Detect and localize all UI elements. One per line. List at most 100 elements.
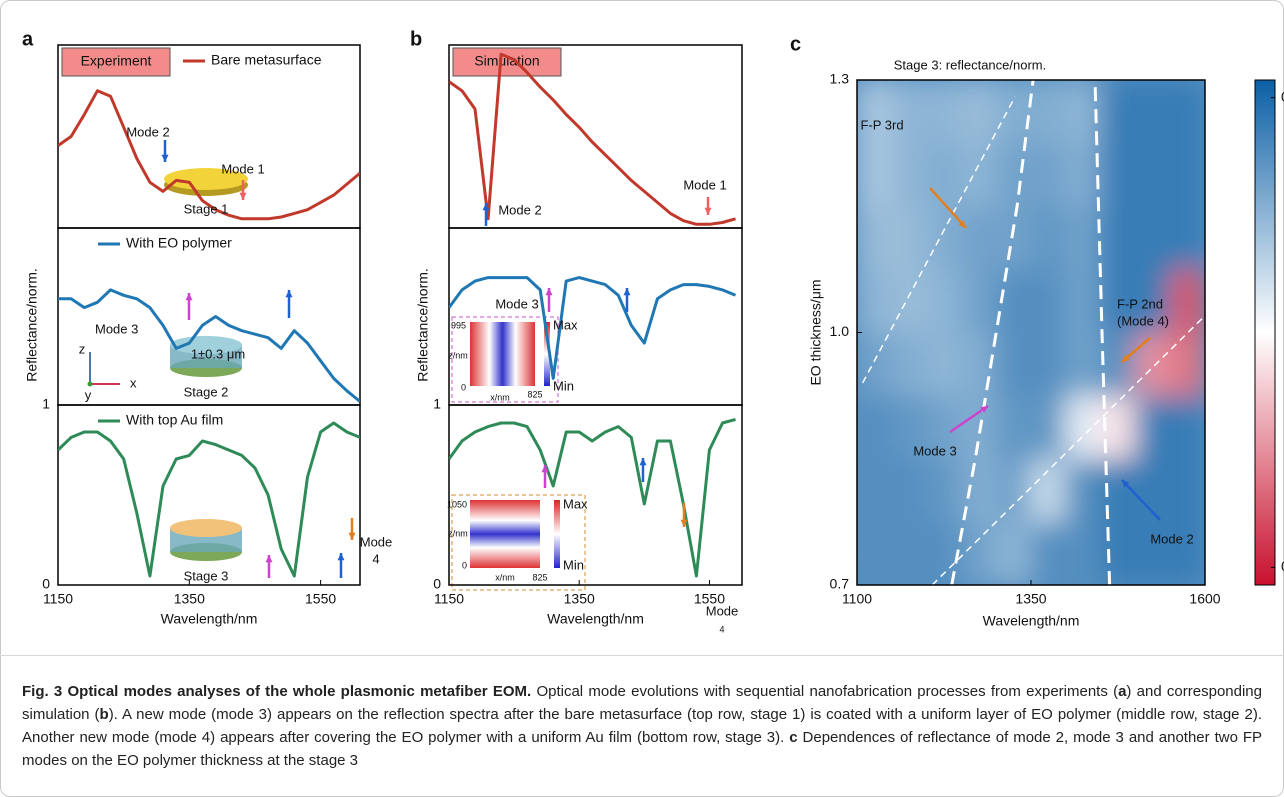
colorbar	[1254, 79, 1276, 586]
heatmap-cell	[891, 80, 928, 144]
panel-letter: b	[410, 28, 422, 50]
label-box	[452, 47, 562, 77]
spectrum-line	[58, 89, 360, 221]
heatmap-cell	[1134, 268, 1171, 333]
heatmap-cell	[1169, 268, 1205, 333]
heatmap-cell	[926, 458, 962, 523]
heatmap-cell	[1169, 521, 1205, 585]
arrow	[482, 203, 490, 226]
arrow-head	[1122, 354, 1130, 362]
annotation: Mode 1	[221, 161, 264, 176]
heatmap-cell	[857, 268, 893, 333]
heatmap-cell	[960, 521, 997, 585]
x-tick-label: 1600	[1189, 591, 1220, 607]
heatmap-cell	[857, 395, 893, 460]
annotation: Stage 1	[184, 201, 229, 216]
arrow	[680, 503, 688, 527]
legend-label: With EO polymer	[126, 235, 232, 251]
annotation: Max	[563, 496, 588, 511]
heatmap-clip	[857, 80, 1205, 585]
heatmap-cell	[1134, 332, 1171, 397]
arrow-shaft	[1121, 479, 1161, 521]
annotation: Stage 2	[184, 384, 229, 399]
heatmap-cell	[1100, 332, 1136, 397]
heatmap-cell	[1100, 268, 1136, 333]
field-inset-stage3	[451, 494, 586, 591]
y-tick-label: 1	[433, 396, 441, 412]
annotation: 0	[461, 382, 466, 392]
x-tick-label: 1150	[43, 591, 73, 607]
mode-trace	[861, 96, 1016, 384]
arrow	[639, 458, 647, 482]
arrow	[239, 180, 247, 200]
annotation: Max	[553, 317, 578, 332]
arrow	[1121, 479, 1161, 521]
heatmap-cell	[960, 142, 997, 207]
heatmap-cell	[1030, 205, 1067, 270]
figure: a b c 1150 1350 1550 0 1 Wavelength/nm Reflect…	[22, 28, 1284, 634]
annotation: Mode	[360, 534, 393, 549]
annotation: 995	[451, 320, 466, 330]
heatmap-cell	[926, 80, 962, 144]
arrow-head	[680, 519, 688, 527]
label-box-text: Experiment	[81, 53, 152, 69]
annotation: 825	[532, 572, 547, 582]
annotation: Mode	[706, 603, 739, 618]
x-tick-label: 1100	[842, 591, 872, 607]
arrow-head	[337, 553, 345, 561]
annotation: 1050	[447, 499, 467, 509]
annotation: Mode 2	[1150, 531, 1193, 546]
heatmap-cell	[1065, 332, 1102, 397]
y-tick-label: 0	[42, 576, 50, 592]
heatmap-cell	[857, 521, 893, 585]
annotation: Min	[563, 557, 584, 572]
heatmap-cell	[1169, 205, 1205, 270]
arrow-head	[239, 192, 247, 200]
heatmap-cell	[1065, 142, 1102, 207]
caption-ref: a	[1118, 683, 1127, 700]
chart-title: Stage 3: reflectance/norm.	[894, 57, 1046, 72]
arrow-head	[1122, 480, 1130, 488]
annotation: Mode 3	[95, 321, 138, 336]
arrow	[929, 187, 967, 229]
heatmap-cell	[1134, 142, 1171, 207]
mode-trace	[950, 80, 1035, 585]
arrow	[545, 288, 553, 312]
heatmap-cell	[891, 458, 928, 523]
heatmap-cell	[1100, 521, 1136, 585]
annotation: 4	[372, 551, 379, 566]
heatmap-cell	[1030, 395, 1067, 460]
caption-text: Optical mode evolutions with sequential …	[536, 683, 1119, 700]
annotation: Mode 2	[498, 202, 541, 217]
x-axis-label: Wavelength/nm	[547, 611, 644, 627]
heatmap-cell	[995, 142, 1032, 207]
annotation: x/nm	[490, 392, 510, 402]
arrow	[265, 555, 273, 578]
heatmap-cell	[1169, 80, 1205, 144]
heatmap-cell	[1134, 395, 1171, 460]
caption-text: ) and corresponding simulation (	[22, 683, 1262, 723]
x-tick-label: 1550	[305, 591, 336, 607]
heatmap-cell	[1030, 521, 1067, 585]
spectrum-line	[58, 288, 360, 403]
heatmap-cell	[891, 521, 928, 585]
arrow-head	[285, 290, 293, 298]
arrow-head	[980, 406, 988, 413]
y-axis-label: Reflectance/norm.	[415, 268, 431, 382]
heatmap-cell	[926, 332, 962, 397]
caption-title: Fig. 3 Optical modes analyses of the who…	[22, 683, 532, 700]
heatmap-cell	[1169, 395, 1205, 460]
heatmap-cell	[995, 205, 1032, 270]
heatmap-cell	[1100, 142, 1136, 207]
spectrum-line	[449, 276, 737, 380]
heatmap-cell	[1065, 395, 1102, 460]
annotation: F-P 2nd	[1117, 296, 1163, 311]
heatmap-cell	[1134, 80, 1171, 144]
arrow	[285, 290, 293, 318]
stage1-illustration	[164, 168, 248, 196]
field-inset-stage2	[451, 316, 559, 403]
heatmap-cell	[1169, 332, 1205, 397]
heatmap-cell	[960, 80, 997, 144]
y-tick-label: 0	[433, 576, 441, 592]
heatmap-cell	[1100, 80, 1136, 144]
